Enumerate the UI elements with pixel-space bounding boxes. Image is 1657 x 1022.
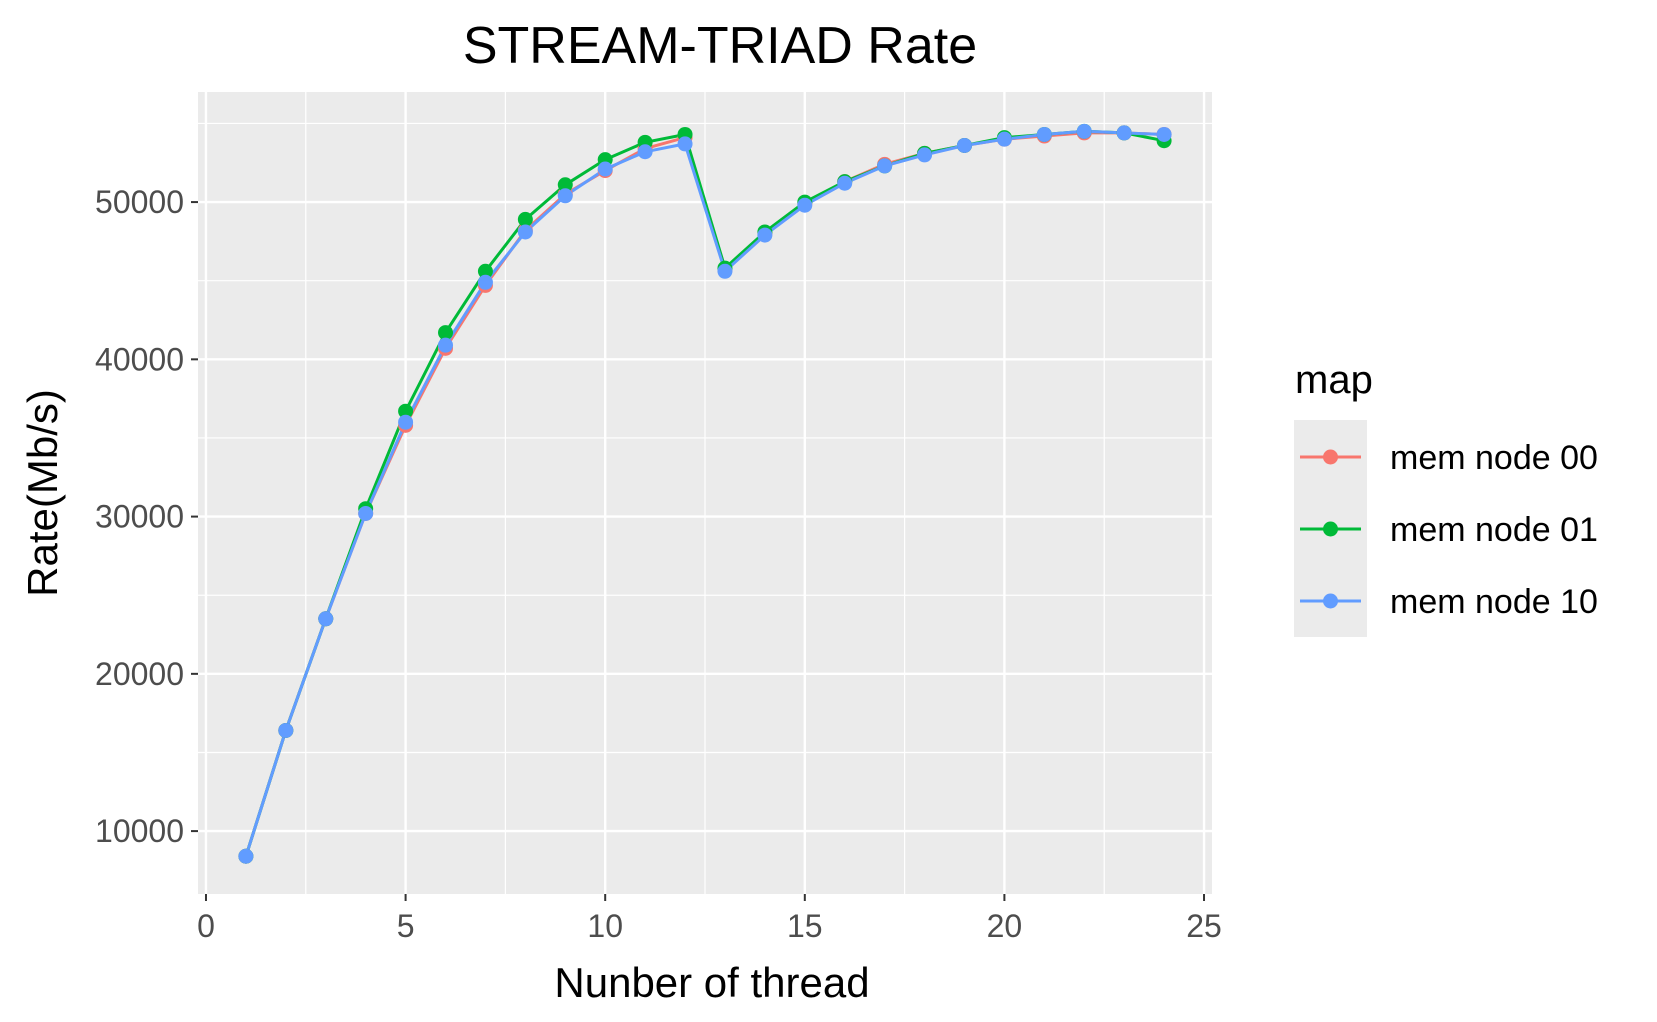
x-tick-label: 20 bbox=[987, 908, 1023, 944]
series-point-2 bbox=[398, 414, 414, 430]
legend-label: mem node 00 bbox=[1390, 439, 1598, 477]
chart-title: STREAM-TRIAD Rate bbox=[463, 17, 977, 75]
y-axis-ticks: 10000 20000 30000 40000 50000 bbox=[95, 184, 198, 849]
legend-label: mem node 10 bbox=[1390, 583, 1598, 621]
series-point-2 bbox=[956, 137, 972, 153]
series-points bbox=[238, 123, 1172, 864]
series-point-2 bbox=[917, 147, 933, 163]
minor-gridlines bbox=[198, 92, 1212, 894]
series-point-2 bbox=[358, 505, 374, 521]
x-axis-ticks: 0 5 10 15 20 25 bbox=[197, 894, 1222, 944]
series-point-2 bbox=[677, 136, 693, 152]
y-tick-label: 50000 bbox=[95, 184, 184, 220]
legend-key-point bbox=[1323, 593, 1338, 609]
series-point-2 bbox=[757, 227, 773, 243]
legend-key-point bbox=[1323, 521, 1338, 537]
series-point-2 bbox=[438, 337, 454, 353]
legend-key-point bbox=[1323, 449, 1338, 465]
legend-title: map bbox=[1295, 358, 1373, 402]
series-point-2 bbox=[557, 188, 573, 204]
series-point-2 bbox=[717, 263, 733, 279]
series-point-2 bbox=[318, 611, 334, 627]
legend: mem node 00 mem node 01 mem node 10 bbox=[1294, 420, 1598, 637]
y-tick-label: 30000 bbox=[95, 499, 184, 535]
x-tick-label: 5 bbox=[397, 908, 415, 944]
series-point-2 bbox=[797, 197, 813, 213]
y-axis-title: Rate(Mb/s) bbox=[19, 389, 66, 597]
series-point-2 bbox=[996, 131, 1012, 147]
y-tick-label: 40000 bbox=[95, 341, 184, 377]
series-point-2 bbox=[1036, 126, 1052, 142]
series-point-2 bbox=[1116, 125, 1132, 141]
x-tick-label: 0 bbox=[197, 908, 215, 944]
y-tick-label: 10000 bbox=[95, 813, 184, 849]
series-point-2 bbox=[278, 722, 294, 738]
series-point-2 bbox=[637, 144, 653, 160]
series-point-1 bbox=[557, 177, 573, 193]
y-tick-label: 20000 bbox=[95, 656, 184, 692]
series-point-1 bbox=[517, 211, 533, 227]
series-point-1 bbox=[438, 325, 454, 341]
series-point-2 bbox=[477, 274, 493, 290]
series-point-2 bbox=[1076, 123, 1092, 139]
series-point-2 bbox=[597, 161, 613, 177]
series-point-2 bbox=[837, 175, 853, 191]
series-point-2 bbox=[517, 224, 533, 240]
x-axis-title: Nunber of thread bbox=[554, 959, 869, 1006]
x-tick-label: 15 bbox=[787, 908, 823, 944]
series-point-2 bbox=[1156, 126, 1172, 142]
x-tick-label: 10 bbox=[587, 908, 623, 944]
series-point-2 bbox=[877, 158, 893, 174]
legend-label: mem node 01 bbox=[1390, 511, 1598, 549]
series-point-2 bbox=[238, 848, 254, 864]
x-tick-label: 25 bbox=[1186, 908, 1222, 944]
major-gridlines bbox=[198, 92, 1212, 894]
series-point-1 bbox=[398, 403, 414, 419]
series-point-1 bbox=[477, 263, 493, 279]
